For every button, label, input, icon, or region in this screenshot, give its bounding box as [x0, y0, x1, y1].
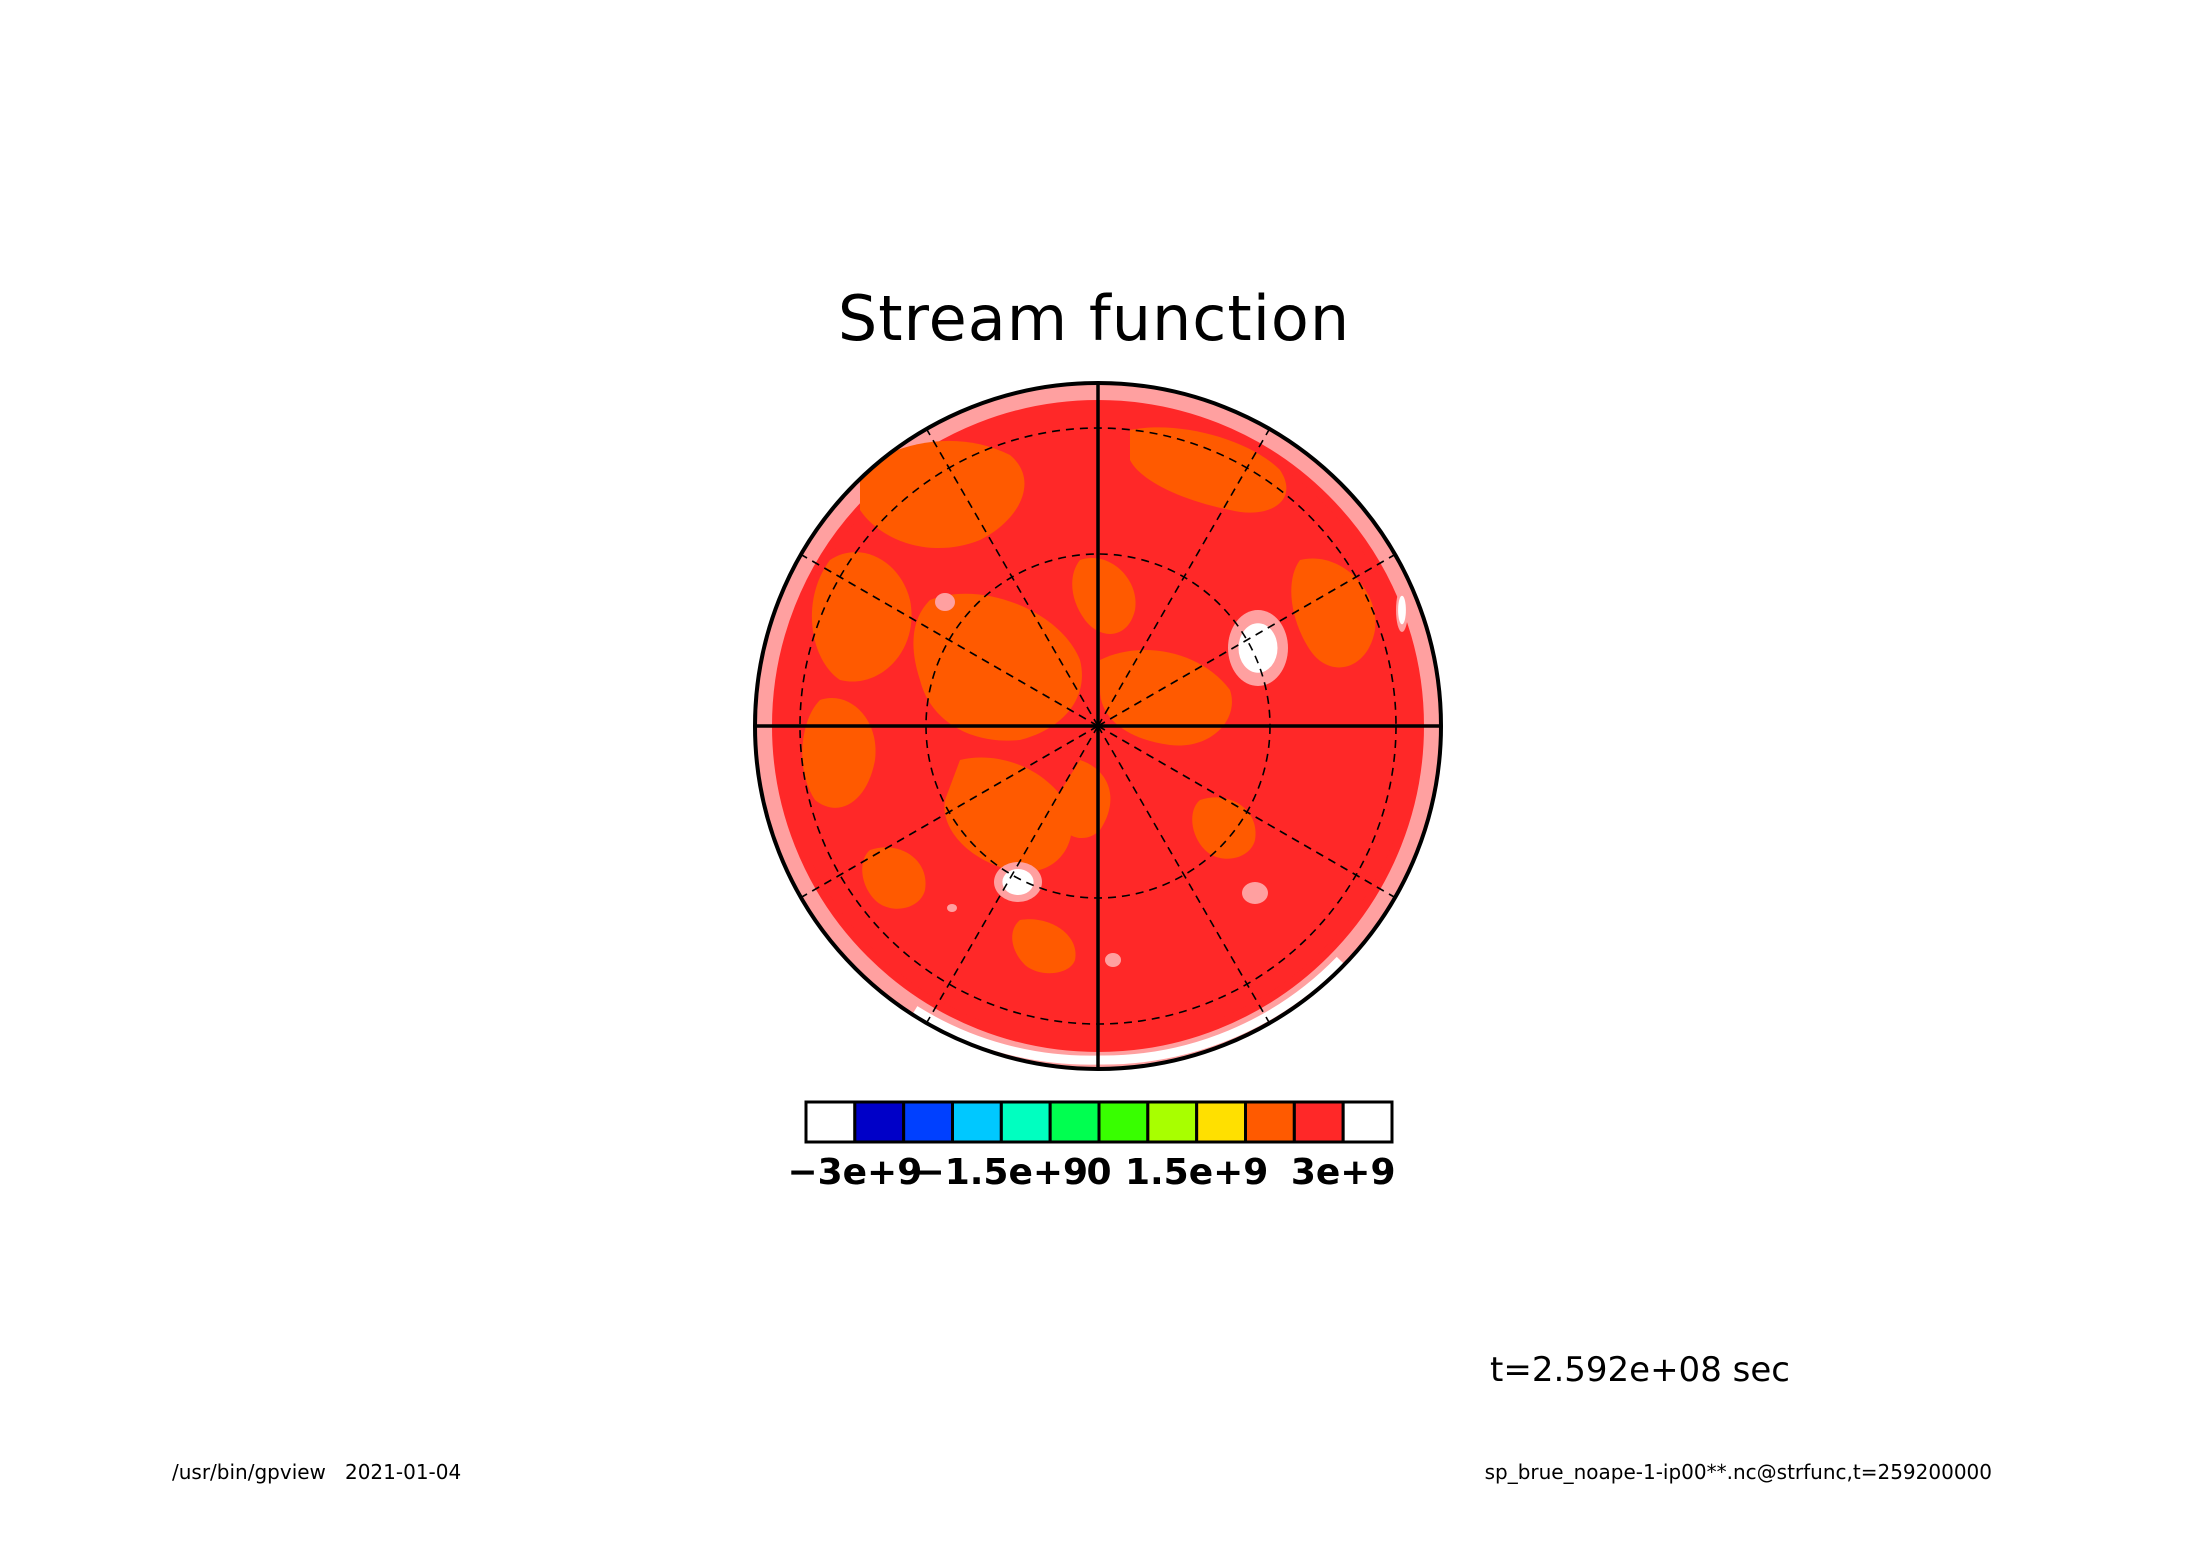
field-high-spot: [1105, 953, 1121, 967]
field-contour-region: [1100, 650, 1232, 746]
field-contour-region: [862, 847, 926, 909]
field-peak-spot: [1398, 595, 1406, 625]
footer-program-path: /usr/bin/gpview: [172, 1460, 326, 1484]
field-high-spot: [947, 904, 957, 912]
field-contour-region: [1012, 919, 1076, 974]
meridian-gridline: [1097, 553, 1396, 727]
footer-program: /usr/bin/gpview 2021-01-04: [172, 1460, 461, 1484]
footer-source: sp_brue_noape-1-ip00**.nc@strfunc,t=2592…: [1484, 1460, 1992, 1484]
field-high-spot: [935, 593, 955, 611]
field-peak-rim-arc: [912, 1006, 1101, 1065]
field-contour-region: [1130, 427, 1287, 513]
field-contour-region: [944, 757, 1072, 872]
colorbar-tick-label: −3e+9: [787, 1152, 923, 1193]
plot-outline: [753, 381, 1443, 1071]
colorbar-tick-label: 0: [1086, 1152, 1112, 1193]
meridian-gridline: [925, 725, 1099, 1024]
field-contour-region: [811, 552, 912, 682]
field-peak-rim-arc: [1099, 956, 1344, 1065]
meridian-gridline: [1097, 725, 1271, 1024]
colorbar-tick-label: 1.5e+9: [1124, 1152, 1269, 1193]
field-peak-spot: [1238, 623, 1278, 673]
colorbar-tick-label: −1.5e+9: [914, 1152, 1089, 1193]
chart-title: Stream function: [837, 282, 1351, 355]
footer-date: 2021-01-04: [344, 1460, 462, 1484]
field-contour-region: [860, 440, 1025, 549]
field-contour-region: [1291, 558, 1376, 668]
field-contour-region: [1072, 558, 1136, 634]
field-contour-region: [1192, 797, 1256, 859]
field-peak-spot: [1002, 869, 1034, 895]
colorbar-tick-label: 3e+9: [1290, 1152, 1396, 1193]
field-high-spot: [1242, 882, 1268, 904]
time-label: t=2.592e+08 sec: [1490, 1350, 1790, 1390]
